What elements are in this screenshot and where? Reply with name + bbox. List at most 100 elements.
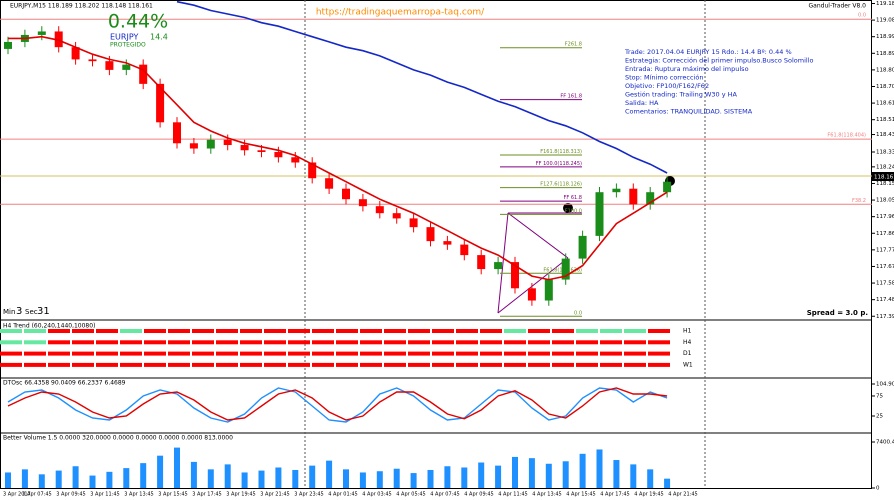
fib-label: F261.8 <box>565 42 582 48</box>
trade-note: Trade: 2017.04.04 EURJPY 15 Rdo.: 14.4 B… <box>624 48 792 56</box>
y-tick-label: 118.055 <box>876 198 894 204</box>
trend-cell <box>0 329 22 333</box>
y-tick-label: 117.675 <box>876 264 894 270</box>
volume-bar <box>376 471 383 488</box>
trend-cell <box>24 351 46 356</box>
trade-note: Entrada: Ruptura máximo del impulso <box>625 65 749 73</box>
trend-cell <box>192 362 214 367</box>
trade-note: Stop: Mínimo corrección <box>625 74 703 82</box>
candle-body <box>663 181 672 193</box>
trend-cell <box>264 340 286 345</box>
volume-bar <box>72 466 79 488</box>
volume-bar <box>106 471 113 488</box>
candle-body <box>358 199 367 207</box>
x-tick-label: 4 Apr 17:45 <box>600 492 629 498</box>
x-tick-label: 4 Apr 09:45 <box>464 492 493 498</box>
candle-body <box>426 227 435 242</box>
trend-label: D1 <box>683 350 692 357</box>
candle-body <box>527 288 536 301</box>
trend-cell <box>360 329 382 333</box>
volume-bar <box>123 468 130 488</box>
trend-cell <box>312 351 334 356</box>
trend-cell <box>48 329 70 333</box>
y-tick-label: 118.245 <box>876 164 894 170</box>
candle-body <box>342 188 350 200</box>
trend-cell <box>504 362 526 367</box>
gain: 0.44% <box>108 11 168 33</box>
x-tick-label: 4 Apr 11:45 <box>498 492 527 498</box>
trend-cell <box>648 351 670 356</box>
volume-bar <box>410 473 417 488</box>
trend-cell <box>408 351 430 356</box>
x-tick-label: 3 Apr 21:45 <box>260 492 289 498</box>
trend-cell <box>192 329 214 333</box>
trend-cell <box>216 329 238 333</box>
trend-cell <box>336 362 358 367</box>
trend-cell <box>384 362 406 367</box>
trend-cell <box>120 329 142 333</box>
volume-bar <box>664 478 671 488</box>
trend-cell <box>24 340 46 345</box>
y-tick-label: 117.770 <box>876 247 894 253</box>
trend-cell <box>192 340 214 345</box>
candle-body <box>646 192 655 205</box>
volume-bar <box>38 474 45 488</box>
y-tick-label: 75 <box>876 393 883 399</box>
volume-bar <box>528 458 535 488</box>
price-tag <box>872 172 894 181</box>
volume-bar <box>157 455 164 488</box>
volume-bar <box>275 467 282 488</box>
trend-cell <box>480 351 502 356</box>
moving-average <box>176 0 668 174</box>
trend-cell <box>600 351 622 356</box>
trend-cell <box>552 340 574 345</box>
oscillator-line <box>7 387 668 423</box>
candle-body <box>122 64 131 70</box>
volume-bar <box>326 460 333 488</box>
trend-cell <box>576 351 598 356</box>
trade-note: Gestión trading: Trailing W30 y HA <box>625 91 738 99</box>
y-tick-label: 25 <box>876 413 883 419</box>
trend-cell <box>432 362 454 367</box>
candle-body <box>4 41 12 49</box>
x-tick-label: 3 Apr 09:45 <box>56 492 85 498</box>
x-tick-label: 3 Apr 2017 <box>3 492 31 498</box>
x-tick-label: 3 Apr 23:45 <box>294 492 323 498</box>
trend-cell <box>168 362 190 367</box>
trend-cell <box>144 340 166 345</box>
x-tick-label: 3 Apr 11:45 <box>90 492 119 498</box>
trend-label: H1 <box>683 328 692 335</box>
volume-bar <box>647 469 654 488</box>
trend-cell <box>96 340 118 345</box>
trend-cell <box>384 351 406 356</box>
candle-body <box>206 139 215 149</box>
y-tick-label: 118.515 <box>876 117 894 123</box>
volume-bar <box>512 456 518 488</box>
trend-cell <box>384 329 406 333</box>
trend-cell <box>336 340 358 345</box>
trend-cell <box>72 329 94 333</box>
trend-cell <box>600 329 622 333</box>
y-tick-label: 118.330 <box>876 150 894 156</box>
frame <box>0 0 872 489</box>
trend-cell <box>504 340 526 345</box>
candle-body <box>54 31 63 48</box>
symbol: EURJPY <box>110 33 138 42</box>
volume-bar <box>562 461 569 488</box>
fib-label: FF 161.8 <box>560 94 582 100</box>
trend-cell <box>240 329 262 333</box>
trend-cell <box>528 362 550 367</box>
fib-label: FF 61.8 <box>564 195 582 201</box>
trend-label: W1 <box>683 361 693 368</box>
trend-cell <box>168 351 190 356</box>
trend-cell <box>312 340 334 345</box>
trend-cell <box>120 351 142 356</box>
candle-body <box>257 150 266 153</box>
volume-bar <box>258 470 265 488</box>
trend-cell <box>72 340 94 345</box>
trend-cell <box>456 351 478 356</box>
volume-bar <box>444 466 451 488</box>
y-tick-label: 118.610 <box>876 101 894 107</box>
